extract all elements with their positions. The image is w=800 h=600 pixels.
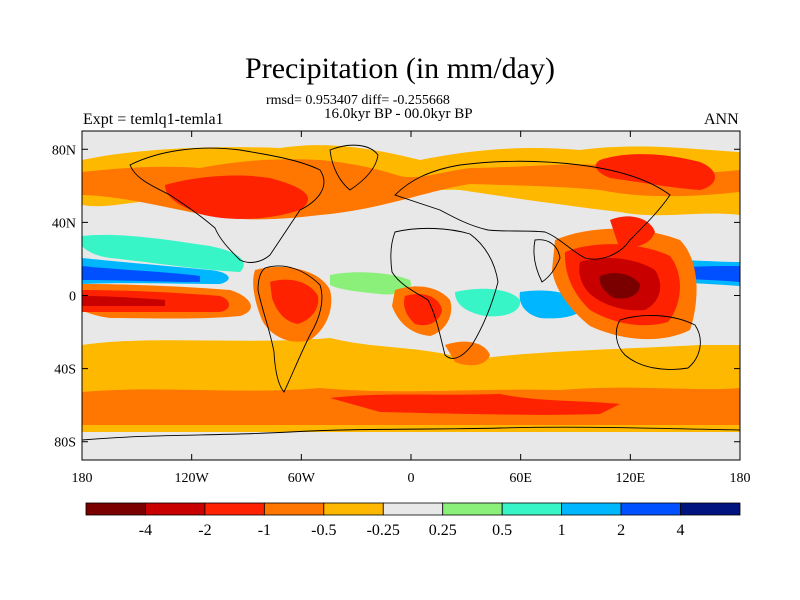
field-north-pacific-red (595, 154, 715, 190)
colorbar-label: 4 (677, 522, 685, 539)
colorbar-label: 0.25 (429, 522, 457, 539)
field-north-band-red (165, 175, 309, 219)
coast-africa (390, 227, 499, 359)
stats-line: rmsd= 0.953407 diff= -0.255668 (266, 93, 450, 108)
colorbar-label: -0.25 (367, 522, 400, 539)
colorbar-label: -0.5 (311, 522, 336, 539)
coast-antarctica (82, 426, 740, 441)
x-axis: 180 120W 60W 0 60E 120E 180 (72, 131, 751, 486)
field-atlantic-wet (330, 272, 411, 295)
colorbar-label: -4 (139, 522, 152, 539)
colorbar-swatch (620, 502, 681, 516)
y-tick-label: 80S (54, 436, 76, 451)
colorbar-label: -2 (198, 522, 211, 539)
field-southern-band-red (330, 394, 620, 415)
coast-south-america (257, 265, 323, 393)
field-africa-south-dry (445, 341, 490, 366)
x-tick-label: 0 (408, 471, 415, 486)
colorbar-swatch (501, 502, 563, 516)
x-tick-label: 120E (616, 471, 646, 486)
colorbar-swatch (561, 502, 622, 516)
colorbar-swatch (85, 502, 146, 516)
coast-india (533, 239, 561, 283)
colorbar: -4 -2 -1 -0.5 -0.25 0.25 0.5 1 2 4 (85, 502, 741, 539)
field-africa-wet (455, 288, 521, 317)
field-pacific-dry-core (82, 296, 165, 306)
x-tick-label: 60E (509, 471, 532, 486)
experiment-label: Expt = temlq1-temla1 (83, 111, 224, 128)
field-east-asia-dry (610, 216, 655, 247)
colorbar-swatch (323, 502, 384, 516)
map-field (82, 131, 740, 460)
y-tick-label: 80N (52, 143, 76, 158)
plot-title: Precipitation (in mm/day) (245, 52, 555, 85)
field-maritime-darkest (599, 273, 640, 299)
coast-europe-asia (394, 160, 671, 260)
season-label: ANN (704, 111, 739, 128)
coastlines (82, 144, 740, 441)
field-pacific-wet-deep (82, 266, 200, 282)
coast-north-america (129, 147, 325, 263)
y-tick-label: 0 (69, 290, 76, 305)
colorbar-label: 2 (617, 522, 625, 539)
colorbar-swatch (382, 502, 444, 516)
y-axis: 80N 40N 0 40S 80S (52, 143, 740, 451)
x-tick-label: 180 (730, 471, 751, 486)
colorbar-label: 1 (558, 522, 566, 539)
colorbar-swatch (442, 502, 503, 516)
colorbar-swatch (204, 502, 265, 516)
x-tick-label: 120W (175, 471, 210, 486)
y-tick-label: 40S (54, 363, 76, 378)
period-line: 16.0kyr BP - 00.0kyr BP (324, 106, 473, 122)
x-tick-label: 180 (72, 471, 93, 486)
x-tick-label: 60W (288, 471, 316, 486)
coast-greenland (329, 144, 379, 191)
colorbar-swatch (145, 502, 206, 516)
y-tick-label: 40N (52, 216, 76, 231)
coast-australia (615, 315, 701, 370)
colorbar-swatch (263, 502, 325, 516)
colorbar-label: 0.5 (492, 522, 512, 539)
colorbar-label: -1 (258, 522, 271, 539)
field-pacific-wet-cyan (82, 234, 244, 272)
field-samerica-dry-red (270, 279, 319, 324)
field-africa-dry-red (404, 293, 442, 326)
colorbar-swatch (680, 502, 741, 516)
